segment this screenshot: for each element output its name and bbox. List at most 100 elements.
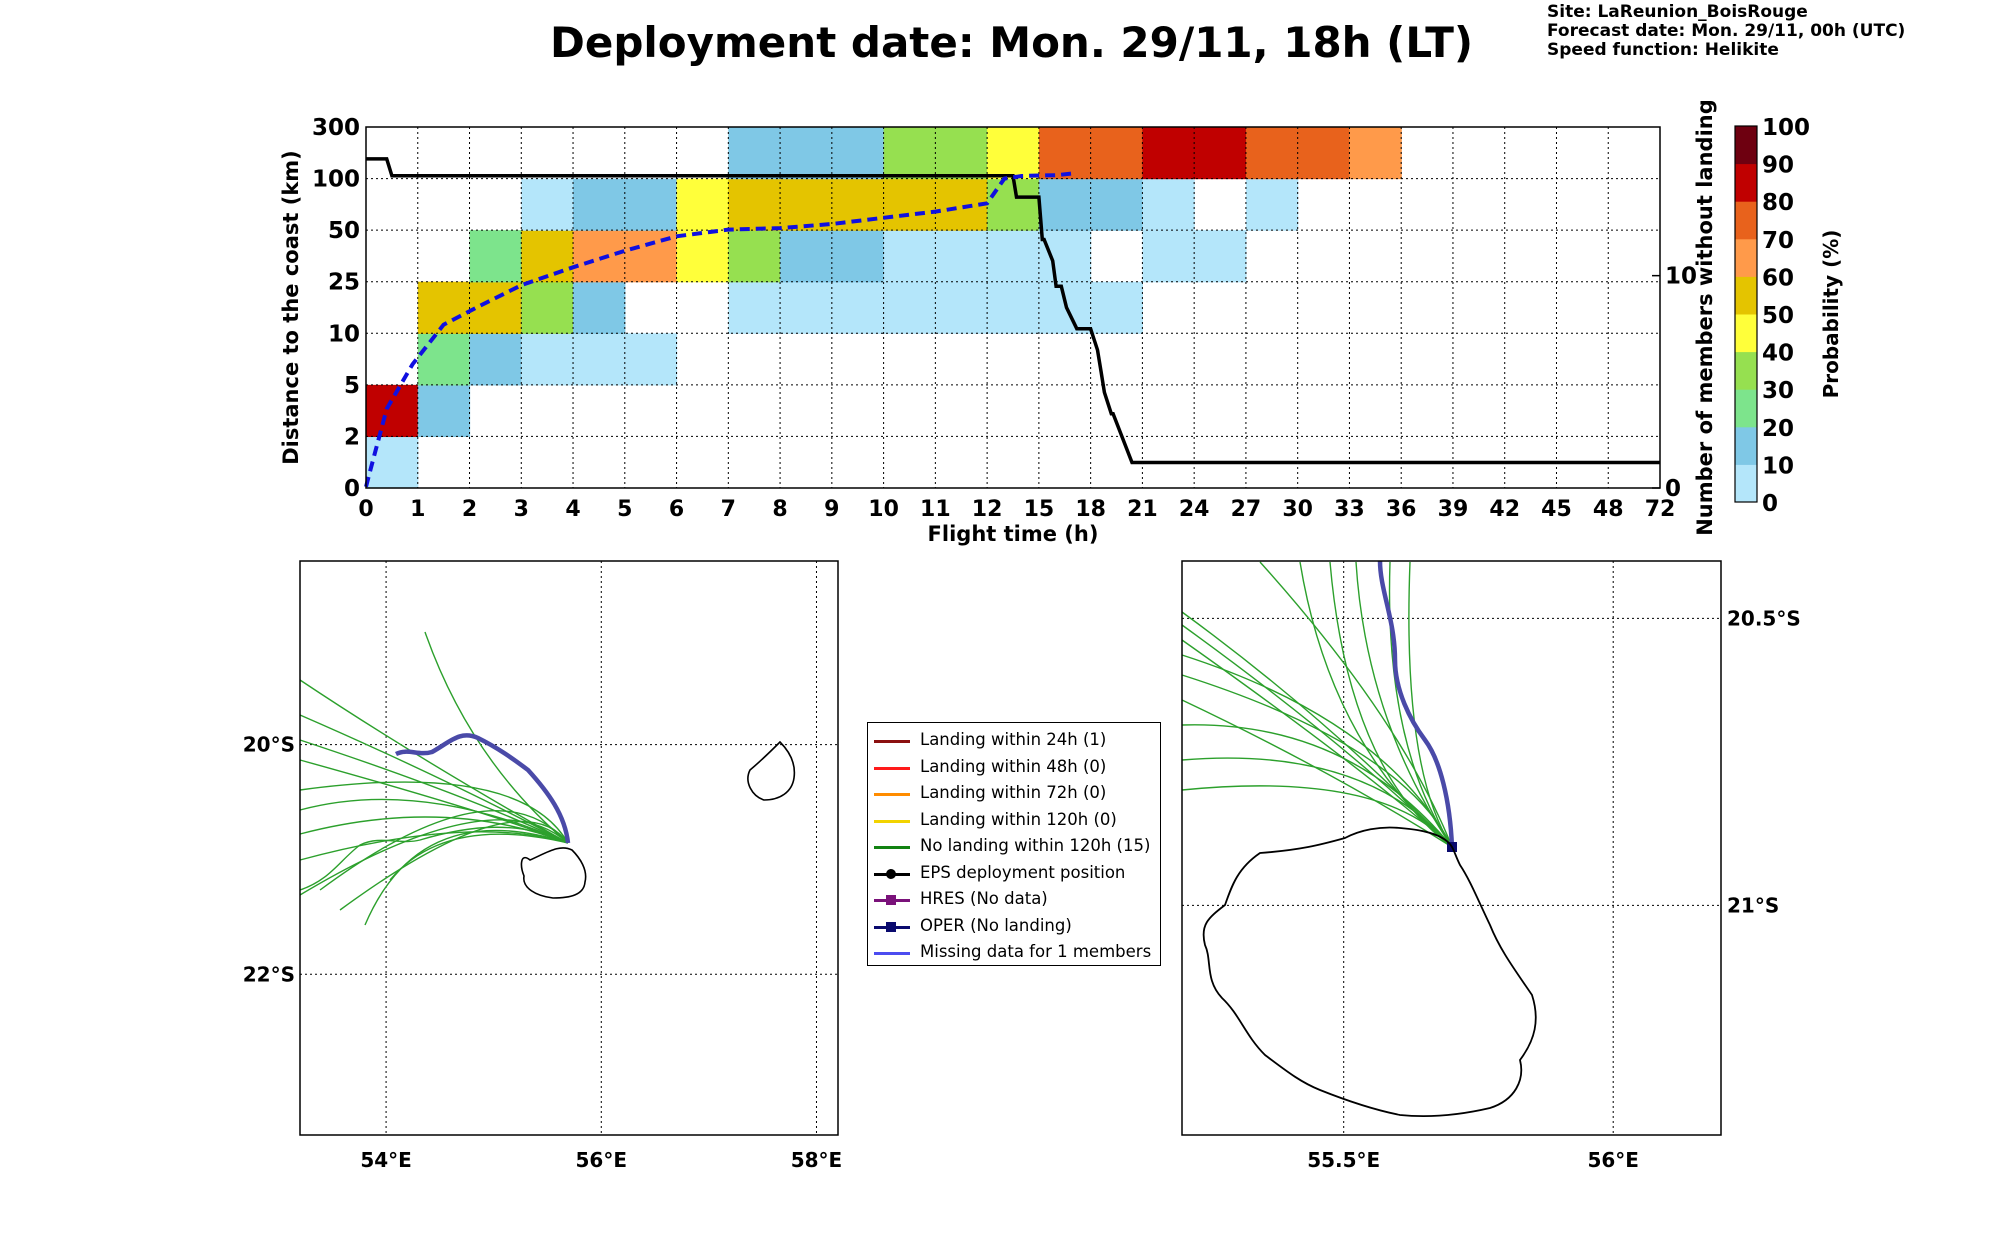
x-tick-label: 0 [358,497,373,522]
legend-marker-square [886,921,896,932]
legend-line-swatch [874,846,910,849]
heatmap-cell [573,178,626,231]
x-tick-label: 39 [1438,497,1469,522]
colorbar-segment [1735,163,1757,202]
heatmap-cell [521,178,574,231]
x-tick-label: 10 [868,497,899,522]
colorbar-label: Probability (%) [1819,230,1843,399]
map-right-trajectory [1181,724,1453,848]
heatmap-cell [469,230,522,283]
heatmap-cell [1090,178,1143,231]
x-tick-label: 36 [1386,497,1417,522]
heatmap-cell [1194,230,1247,283]
map-left-oper-track [394,733,571,844]
map-legend: Landing within 24h (1) Landing within 48h… [867,722,1161,966]
heatmap-cell [676,178,729,231]
heatmap-cell [1038,178,1092,231]
y-tick-label: 2 [344,424,360,450]
map-left-frame [299,560,839,1136]
legend-item: EPS deployment position [868,861,1160,887]
legend-label: EPS deployment position [920,862,1126,882]
x-axis-label: Flight time (h) [928,522,1099,546]
colorbar-tick-label: 10 [1762,453,1794,479]
legend-item: No landing within 120h (15) [868,834,1160,860]
y2-tick-label: 10 [1665,264,1697,290]
map-left-trajectory [299,679,569,844]
y-tick-label: 50 [328,218,360,244]
heatmap-cell [935,281,988,334]
colorbar-segment [1735,464,1757,503]
heatmap-cell [987,230,1040,283]
legend-line-swatch [874,766,910,770]
legend-line-swatch [874,952,910,955]
heatmap-cell [1142,178,1195,231]
heatmap-cell [521,281,574,334]
heatmap-frame [365,126,1661,489]
heatmap-cell [728,178,781,231]
legend-label: HRES (No data) [920,889,1048,908]
heatmap-cell [417,384,471,438]
x-tick-label: 5 [617,497,632,522]
colorbar-segment [1735,389,1757,428]
legend-label: OPER (No landing) [920,915,1072,935]
x-tick-label: 11 [920,497,951,522]
map-right-reunion-island [1202,826,1537,1118]
y-tick-label: 10 [328,321,360,347]
heatmap-cell [417,333,471,386]
heatmap-cell [1349,127,1402,180]
x-tick-label: 6 [669,497,684,522]
legend-line-swatch [874,793,910,796]
x-tick-label: 15 [1024,497,1055,522]
map-right-trajectory [1181,699,1453,848]
map-left-trajectory [389,833,569,881]
colorbar-tick-label: 30 [1762,378,1794,404]
speed-function-label: Speed function: Helikite [1547,40,1779,60]
map-right-lon-label: 55.5°E [1307,1148,1380,1172]
heatmap-cell [469,333,522,386]
heatmap-cell [1194,127,1247,180]
legend-item: Missing data for 1 members [868,940,1160,966]
map-left-trajectory [299,831,569,861]
heatmap-cell [521,333,574,386]
heatmap-cell [1245,127,1299,180]
legend-label: Landing within 120h (0) [920,809,1117,829]
colorbar-segment [1735,201,1757,240]
heatmap-cell [883,127,936,180]
colorbar-tick-label: 20 [1762,416,1794,442]
heatmap-cell [780,230,833,283]
map-left-trajectory [364,829,569,926]
heatmap-cell [883,178,936,231]
heatmap-cell [366,384,419,438]
map-right-trajectory [1408,561,1453,848]
heatmap-cell [780,127,833,180]
legend-item: Landing within 48h (0) [868,755,1160,781]
heatmap-cell [831,230,885,283]
chart-title: Deployment date: Mon. 29/11, 18h (LT) [550,18,1474,67]
legend-marker-circle [886,868,896,879]
heatmap-cell [831,281,885,334]
metadata-block: Site: LaReunion_BoisRouge Forecast date:… [1547,3,1905,60]
map-right-lon-label: 56°E [1587,1148,1639,1172]
legend-item: Landing within 24h (1) [868,728,1160,754]
map-right-trajectory [1181,757,1453,848]
legend-line-swatch [874,819,910,823]
x-tick-label: 12 [972,497,1003,522]
map-right-oper-track [1377,560,1455,848]
x-tick-label: 72 [1645,497,1676,522]
colorbar-tick-label: 100 [1762,115,1810,141]
colorbar-tick-label: 0 [1762,491,1778,517]
heatmap-cell [883,230,936,283]
heatmap-cell [1142,230,1195,283]
mean-distance-line [364,171,1074,488]
x-tick-label: 45 [1541,497,1572,522]
colorbar-segment [1735,426,1757,465]
map-right-trajectory [1355,561,1453,848]
y-tick-label: 0 [344,476,360,502]
map-right-trajectory [1329,561,1453,848]
heatmap-cell [728,127,781,180]
map-left-reunion-island [520,847,587,899]
legend-label: No landing within 120h (15) [920,836,1151,855]
heatmap-cell [987,127,1040,180]
heatmap-cell [676,230,729,283]
